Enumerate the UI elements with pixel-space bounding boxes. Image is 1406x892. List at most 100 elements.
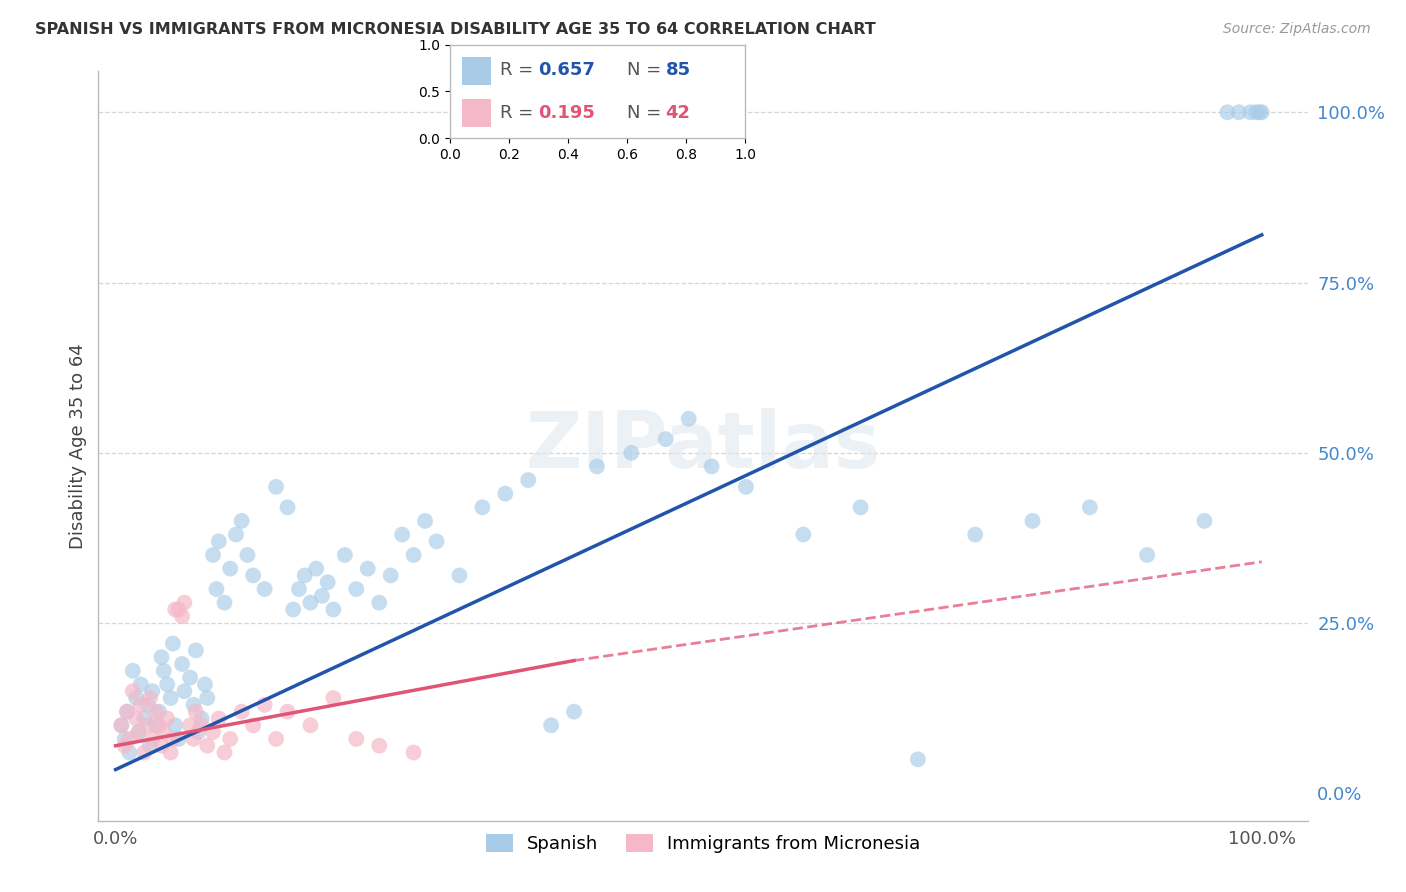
- Point: [1021, 514, 1043, 528]
- Point: [114, 731, 136, 746]
- Point: [562, 705, 585, 719]
- Text: R =: R =: [501, 103, 538, 121]
- Point: [368, 596, 391, 610]
- Point: [236, 548, 259, 562]
- Point: [735, 480, 758, 494]
- Point: [402, 746, 425, 760]
- Point: [288, 582, 311, 596]
- Point: [128, 725, 150, 739]
- Point: [129, 698, 152, 712]
- Point: [299, 718, 322, 732]
- Point: [391, 527, 413, 541]
- Text: SPANISH VS IMMIGRANTS FROM MICRONESIA DISABILITY AGE 35 TO 64 CORRELATION CHART: SPANISH VS IMMIGRANTS FROM MICRONESIA DI…: [35, 22, 876, 37]
- Point: [214, 746, 236, 760]
- Point: [172, 657, 194, 671]
- Point: [655, 432, 678, 446]
- Point: [965, 527, 987, 541]
- Text: 0.195: 0.195: [538, 103, 595, 121]
- Point: [115, 705, 138, 719]
- Text: 42: 42: [665, 103, 690, 121]
- Point: [449, 568, 471, 582]
- Point: [316, 575, 339, 590]
- Point: [190, 718, 212, 732]
- Point: [253, 698, 276, 712]
- Point: [849, 500, 872, 515]
- Point: [907, 752, 929, 766]
- Point: [792, 527, 814, 541]
- Point: [121, 684, 143, 698]
- FancyBboxPatch shape: [461, 99, 491, 127]
- Point: [184, 643, 207, 657]
- Point: [413, 514, 436, 528]
- Point: [678, 411, 700, 425]
- Point: [173, 596, 195, 610]
- Point: [195, 691, 218, 706]
- Text: 85: 85: [665, 62, 690, 79]
- Point: [1249, 105, 1271, 120]
- Point: [402, 548, 425, 562]
- Point: [165, 602, 187, 616]
- Point: [134, 746, 156, 760]
- Point: [253, 582, 276, 596]
- Point: [187, 725, 209, 739]
- Point: [357, 561, 380, 575]
- Point: [167, 731, 190, 746]
- Point: [494, 486, 516, 500]
- Point: [322, 602, 344, 616]
- Point: [299, 596, 322, 610]
- Point: [620, 446, 643, 460]
- Point: [139, 691, 162, 706]
- Point: [1194, 514, 1216, 528]
- Point: [219, 561, 242, 575]
- Point: [517, 473, 540, 487]
- Y-axis label: Disability Age 35 to 64: Disability Age 35 to 64: [69, 343, 87, 549]
- Point: [156, 711, 179, 725]
- Point: [231, 705, 253, 719]
- Point: [700, 459, 723, 474]
- Point: [136, 698, 159, 712]
- Point: [540, 718, 562, 732]
- Point: [208, 534, 231, 549]
- Point: [202, 725, 225, 739]
- Point: [129, 677, 152, 691]
- Point: [231, 514, 253, 528]
- Point: [264, 480, 287, 494]
- Point: [1239, 105, 1261, 120]
- Point: [172, 609, 194, 624]
- Point: [208, 711, 231, 725]
- Point: [225, 527, 247, 541]
- Point: [115, 705, 138, 719]
- Point: [202, 548, 225, 562]
- Text: Source: ZipAtlas.com: Source: ZipAtlas.com: [1223, 22, 1371, 37]
- Point: [136, 718, 159, 732]
- Point: [1136, 548, 1159, 562]
- Point: [322, 691, 344, 706]
- Point: [141, 731, 163, 746]
- Point: [1250, 105, 1272, 120]
- Point: [159, 691, 181, 706]
- Point: [368, 739, 391, 753]
- Point: [277, 500, 299, 515]
- Point: [1078, 500, 1101, 515]
- Text: N =: N =: [627, 62, 666, 79]
- Point: [194, 677, 217, 691]
- Point: [179, 718, 201, 732]
- Point: [148, 718, 170, 732]
- Point: [305, 561, 328, 575]
- Legend: Spanish, Immigrants from Micronesia: Spanish, Immigrants from Micronesia: [478, 827, 928, 860]
- Point: [148, 705, 170, 719]
- Point: [145, 705, 167, 719]
- Point: [114, 739, 136, 753]
- Point: [118, 731, 141, 746]
- Point: [344, 731, 367, 746]
- Point: [283, 602, 305, 616]
- Point: [471, 500, 494, 515]
- Point: [425, 534, 447, 549]
- Point: [344, 582, 367, 596]
- Point: [152, 725, 174, 739]
- Point: [162, 636, 184, 650]
- Point: [264, 731, 287, 746]
- Point: [110, 718, 132, 732]
- Point: [242, 718, 264, 732]
- Point: [128, 725, 150, 739]
